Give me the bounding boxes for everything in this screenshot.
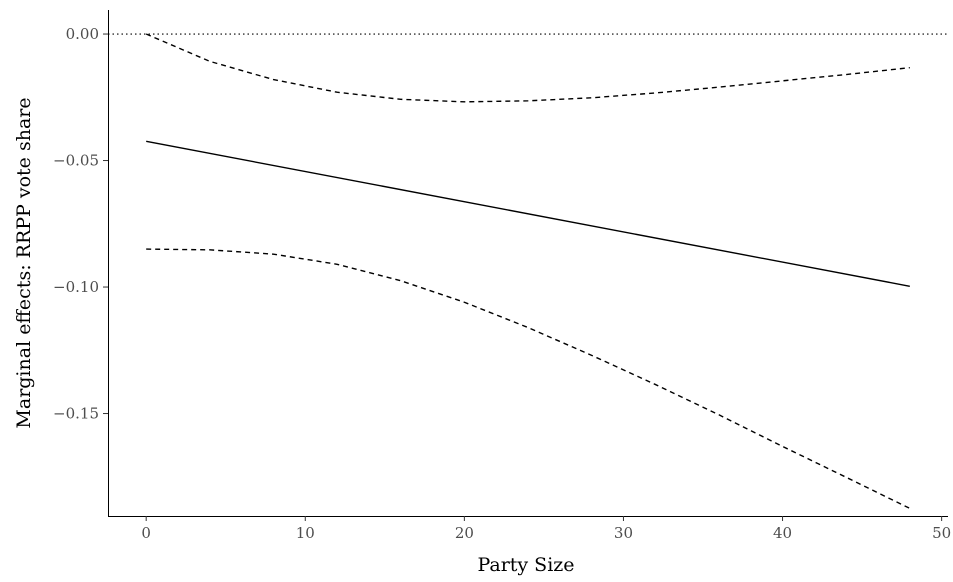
ticks-layer: 0 10 20 30 40 50 0.00 −0.05 −0.10 −0.15 [53, 25, 951, 542]
series-lower-line [146, 248, 911, 510]
x-tick-label-10: 10 [296, 524, 315, 542]
axes-layer [108, 10, 948, 517]
series-upper-line [145, 33, 910, 103]
series-estimate-line [146, 140, 910, 287]
x-tick-label-40: 40 [773, 524, 792, 542]
x-tick-label-0: 0 [141, 524, 151, 542]
y-tick-label-2: −0.10 [53, 278, 99, 296]
y-tick-label-3: −0.15 [53, 405, 99, 423]
x-tick-label-20: 20 [455, 524, 474, 542]
x-axis-title: Party Size [477, 554, 574, 576]
x-tick-label-50: 50 [932, 524, 951, 542]
series-layer [145, 33, 911, 510]
x-tick-label-30: 30 [614, 524, 633, 542]
y-axis-title: Marginal effects: RRPP vote share [13, 97, 35, 428]
y-tick-label-0: 0.00 [66, 25, 99, 43]
y-tick-label-1: −0.05 [53, 152, 99, 170]
